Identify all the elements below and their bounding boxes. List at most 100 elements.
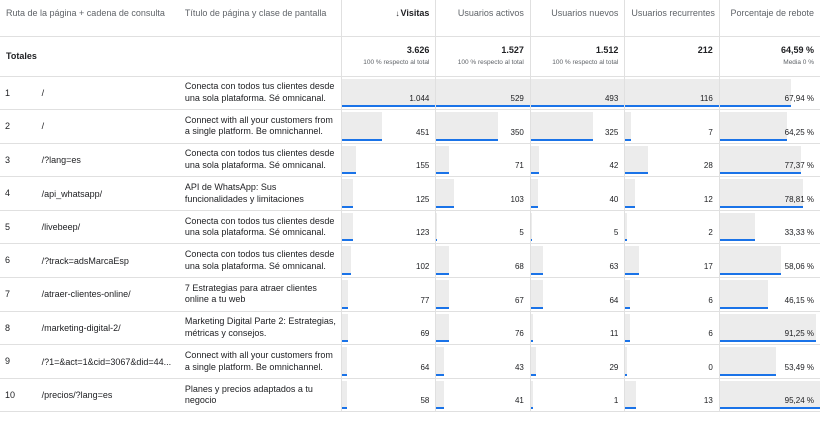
table-row[interactable]: 1/Conecta con todos tus clientes desde u…: [0, 76, 820, 111]
value-bounce: 64,25 %: [784, 127, 814, 137]
page-path[interactable]: /?track=adsMarcaEsp: [36, 243, 179, 279]
table-row[interactable]: 5/livebeep/Conecta con todos tus cliente…: [0, 210, 820, 245]
value-active: 71: [514, 161, 524, 171]
value-active: 103: [510, 194, 524, 204]
value-returning: 116: [700, 94, 713, 104]
cell-new: 493: [529, 76, 625, 111]
page-title: Connect with all your customers from a s…: [178, 344, 342, 379]
bar-bounce: [719, 179, 803, 208]
cell-visits: 1.044: [340, 76, 436, 111]
table-row[interactable]: 10/precios/?lang=es Planes y precios adap…: [0, 378, 820, 413]
cell-new: 63: [529, 243, 625, 279]
header-visits-label: Visitas: [400, 8, 430, 18]
bar-visits: [341, 145, 356, 175]
bar-returning: [625, 380, 636, 410]
cell-bounce: 53,49 %: [718, 344, 820, 379]
totals-active-sub: 100 % respecto al total: [457, 58, 524, 66]
table-row[interactable]: 2/Connect with all your customers from a…: [0, 109, 820, 144]
table-row[interactable]: 4/api_whatsapp/API de WhatsApp: Sus func…: [0, 176, 820, 211]
cell-bounce: 95,24 %: [718, 378, 820, 413]
page-path[interactable]: /: [36, 109, 179, 144]
value-active: 41: [514, 396, 524, 406]
header-bounce-rate[interactable]: Porcentaje de rebote: [718, 0, 820, 37]
bar-new: [530, 313, 533, 343]
totals-bounce-sub: Media 0 %: [783, 58, 814, 66]
cell-returning: 6: [624, 311, 720, 346]
cell-returning: 12: [624, 176, 720, 211]
page-title: 7 Estrategias para atraer clientes onlin…: [178, 277, 342, 312]
bar-bounce: [719, 78, 791, 108]
bar-new: [530, 280, 543, 309]
cell-new: 11: [529, 311, 625, 346]
value-visits: 125: [416, 194, 430, 204]
header-path[interactable]: Ruta de la página + cadena de consulta: [0, 0, 179, 37]
value-new: 64: [609, 295, 619, 305]
value-visits: 123: [416, 228, 430, 238]
row-index: 8: [0, 311, 37, 346]
cell-new: 42: [529, 143, 625, 178]
bar-returning: [625, 78, 719, 108]
value-active: 350: [510, 127, 524, 137]
page-title: Conecta con todos tus clientes desde una…: [178, 143, 342, 178]
cell-bounce: 91,25 %: [718, 311, 820, 346]
totals-active: 1.527 100 % respecto al total: [435, 36, 531, 77]
header-visits[interactable]: ↓Visitas: [340, 0, 436, 37]
bar-visits: [341, 313, 349, 343]
value-visits: 155: [416, 161, 430, 171]
cell-visits: 125: [340, 176, 436, 211]
header-row: Ruta de la página + cadena de consulta T…: [0, 0, 820, 37]
value-returning: 0: [708, 362, 713, 372]
page-path[interactable]: /marketing-digital-2/: [36, 311, 179, 346]
cell-returning: 116: [624, 76, 720, 111]
table-row[interactable]: 6/?track=adsMarcaEsp Conecta con todos tu…: [0, 243, 820, 279]
bar-visits: [341, 212, 354, 242]
table-row[interactable]: 7/atraer-clientes-online/7 Estrategias p…: [0, 277, 820, 312]
page-path[interactable]: /atraer-clientes-online/: [36, 277, 179, 312]
row-index: 5: [0, 210, 37, 245]
page-path[interactable]: /livebeep/: [36, 210, 179, 245]
page-path[interactable]: /api_whatsapp/: [36, 176, 179, 211]
bar-returning: [625, 179, 635, 208]
totals-visits-sub: 100 % respecto al total: [363, 58, 430, 66]
cell-new: 64: [529, 277, 625, 312]
value-returning: 6: [708, 295, 713, 305]
value-returning: 7: [708, 127, 713, 137]
value-returning: 6: [708, 329, 713, 339]
value-returning: 28: [703, 161, 713, 171]
cell-new: 325: [529, 109, 625, 144]
bar-active: [436, 246, 449, 276]
header-returning-users[interactable]: Usuarios recurrentes: [624, 0, 720, 37]
page-path[interactable]: /precios/?lang=es: [36, 378, 179, 413]
value-new: 29: [609, 362, 619, 372]
report-table: Ruta de la página + cadena de consulta T…: [0, 0, 820, 413]
bar-visits: [341, 179, 354, 208]
value-bounce: 53,49 %: [784, 362, 814, 372]
cell-visits: 58: [340, 378, 436, 413]
cell-visits: 123: [340, 210, 436, 245]
header-title[interactable]: Título de página y clase de pantalla: [178, 0, 342, 37]
bar-active: [436, 313, 450, 343]
cell-new: 5: [529, 210, 625, 245]
header-active-users[interactable]: Usuarios activos: [435, 0, 531, 37]
page-path[interactable]: /?1=&act=1&cid=3067&did=44...: [36, 344, 179, 379]
bar-new: [530, 380, 533, 410]
cell-active: 41: [435, 378, 531, 413]
arrow-down-icon: ↓: [395, 9, 400, 18]
value-active: 43: [514, 362, 524, 372]
bar-active: [436, 145, 449, 175]
cell-bounce: 58,06 %: [718, 243, 820, 279]
page-path[interactable]: /?lang=es: [36, 143, 179, 178]
cell-visits: 102: [340, 243, 436, 279]
totals-visits: 3.626 100 % respecto al total: [340, 36, 436, 77]
row-index: 3: [0, 143, 37, 178]
table-row[interactable]: 8/marketing-digital-2/Marketing Digital …: [0, 311, 820, 346]
table-row[interactable]: 9/?1=&act=1&cid=3067&did=44... Connect wi…: [0, 344, 820, 379]
value-new: 325: [604, 127, 619, 137]
totals-row: Totales 3.626 100 % respecto al total 1.5…: [0, 36, 820, 77]
header-new-users[interactable]: Usuarios nuevos: [529, 0, 625, 37]
bar-returning: [625, 212, 628, 242]
bar-returning: [625, 112, 631, 141]
cell-active: 68: [435, 243, 531, 279]
page-path[interactable]: /: [36, 76, 179, 111]
table-row[interactable]: 3/?lang=es Conecta con todos tus clientes…: [0, 143, 820, 178]
